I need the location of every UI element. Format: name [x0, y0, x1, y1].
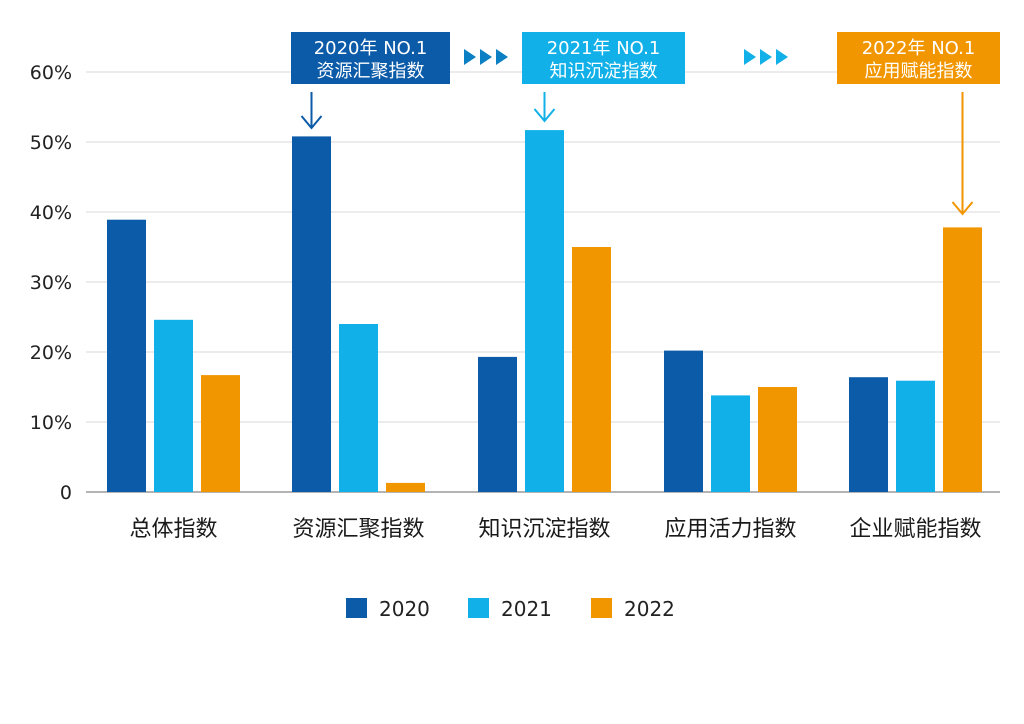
- chevron-icon: [744, 49, 756, 65]
- bar-2020-0: [107, 219, 146, 492]
- callout-title: 2022年 NO.1: [862, 38, 976, 59]
- x-tick-label: 知识沉淀指数: [478, 517, 610, 542]
- legend-swatch-2021: [468, 598, 489, 618]
- x-tick-label: 应用活力指数: [664, 517, 796, 542]
- callout-title: 2021年 NO.1: [547, 38, 661, 59]
- legend-label-2020: 2020: [379, 597, 430, 621]
- callout-title: 2020年 NO.1: [314, 38, 428, 59]
- bar-2022-2: [572, 247, 611, 492]
- bar-2022-3: [758, 387, 797, 492]
- chevron-icon: [480, 49, 492, 65]
- y-tick-label: 40%: [30, 202, 72, 224]
- bar-2021-0: [154, 319, 193, 492]
- callout-box: [837, 32, 1000, 84]
- y-tick-label: 30%: [30, 272, 72, 294]
- callout-arrow-head: [300, 115, 323, 130]
- bar-2022-0: [201, 375, 240, 492]
- callout-subtitle: 资源汇聚指数: [317, 61, 425, 82]
- callout-arrow-head: [533, 108, 556, 123]
- bar-2021-3: [711, 395, 750, 492]
- callout-subtitle: 知识沉淀指数: [550, 61, 658, 82]
- legend-label-2022: 2022: [624, 597, 675, 621]
- y-tick-label: 20%: [30, 342, 72, 364]
- y-tick-label: 10%: [30, 412, 72, 434]
- callout-box: [522, 32, 685, 84]
- chevron-icon: [760, 49, 772, 65]
- bar-2020-1: [292, 136, 331, 492]
- bar-2020-2: [478, 356, 517, 492]
- bar-2022-1: [386, 482, 425, 492]
- x-tick-label: 企业赋能指数: [849, 517, 981, 542]
- y-tick-label: 60%: [30, 62, 72, 84]
- y-tick-label: 0: [60, 482, 72, 504]
- legend-label-2021: 2021: [501, 597, 552, 621]
- chevron-icon: [776, 49, 788, 65]
- bar-2021-4: [896, 380, 935, 492]
- callout-arrow-head: [951, 201, 974, 216]
- y-tick-label: 50%: [30, 132, 72, 154]
- bar-2020-3: [664, 350, 703, 492]
- legend-swatch-2020: [346, 598, 367, 618]
- bar-2022-4: [943, 227, 982, 492]
- x-tick-label: 资源汇聚指数: [292, 517, 424, 542]
- bar-2021-2: [525, 130, 564, 492]
- callout-subtitle: 应用赋能指数: [865, 61, 973, 82]
- chevron-icon: [464, 49, 476, 65]
- chevron-icon: [496, 49, 508, 65]
- bar-2020-4: [849, 377, 888, 492]
- x-tick-label: 总体指数: [129, 517, 217, 542]
- callout-box: [291, 32, 450, 84]
- bar-2021-1: [339, 324, 378, 492]
- legend-swatch-2022: [591, 598, 612, 618]
